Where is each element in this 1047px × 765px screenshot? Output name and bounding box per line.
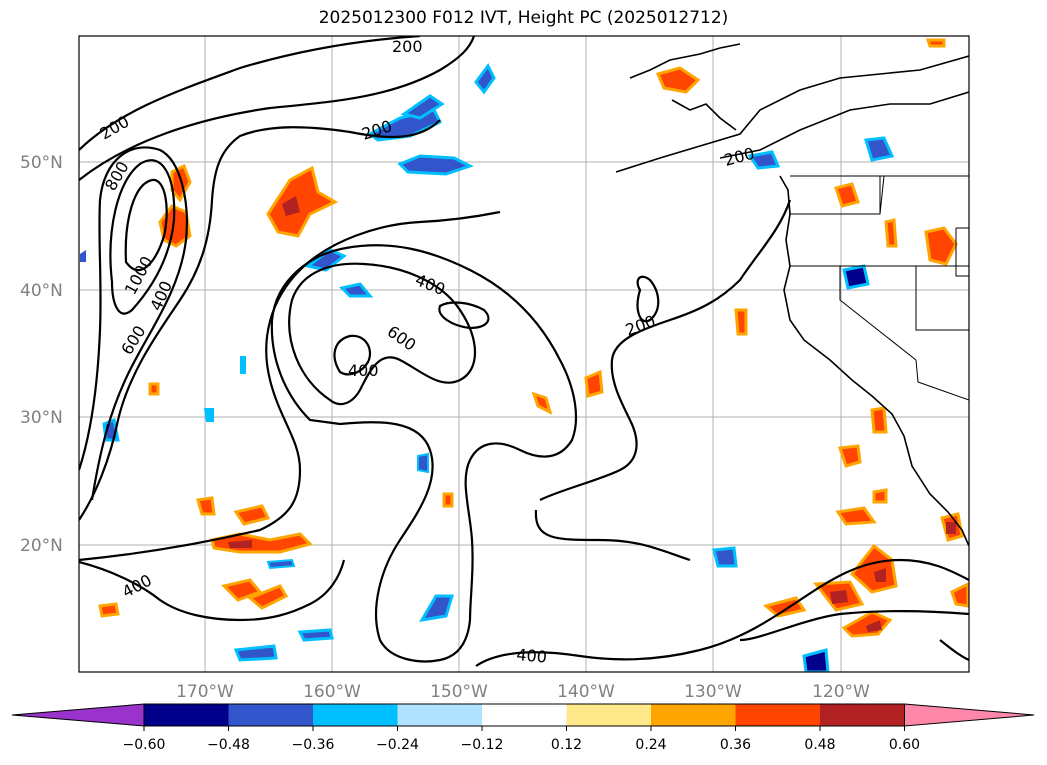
colorbar-tick-label: −0.24: [376, 737, 419, 753]
lat-label: 50°N: [20, 153, 63, 173]
lon-label: 160°W: [303, 682, 361, 702]
colorbar-tick-label: −0.12: [461, 737, 504, 753]
lon-label: 140°W: [557, 682, 615, 702]
colorbar-segment: [651, 704, 736, 726]
colorbar-tick-label: 0.24: [635, 737, 666, 753]
coastlines: [615, 43, 969, 547]
state-borders: [790, 175, 969, 401]
colorbar-segment: [144, 704, 229, 726]
height-contours: [79, 36, 969, 667]
lon-label: 170°W: [176, 682, 234, 702]
colorbar-segment: [228, 704, 313, 726]
ivt-strong-positive-cores: [228, 196, 956, 632]
lat-label: 40°N: [20, 281, 63, 301]
colorbar-tick-label: −0.60: [123, 737, 166, 753]
colorbar-segment: [397, 704, 482, 726]
map-frame: [78, 35, 970, 673]
colorbar-tick-label: 0.36: [720, 737, 751, 753]
lat-label: 30°N: [20, 408, 63, 428]
ivt-negative-anomalies: [80, 63, 895, 672]
colorbar-segment: [313, 704, 398, 726]
colorbar-segment: [735, 704, 820, 726]
colorbar-tick-label: −0.36: [292, 737, 335, 753]
colorbar-segment: [482, 704, 567, 726]
lon-label: 150°W: [430, 682, 488, 702]
contour-label: 200: [392, 37, 423, 56]
colorbar-tick-label: 0.48: [804, 737, 835, 753]
colorbar-segment: [566, 704, 651, 726]
colorbar-extend-low: [11, 703, 145, 727]
colorbar-tick-label: 0.60: [889, 737, 920, 753]
colorbar: −0.60 −0.48 −0.36 −0.24 −0.12 0.12 0.24 …: [11, 703, 1035, 753]
map-title: 2025012300 F012 IVT, Height PC (20250127…: [318, 8, 729, 28]
contour-label: 400: [348, 361, 379, 380]
colorbar-tick-label: 0.12: [551, 737, 582, 753]
colorbar-tick-label: −0.48: [207, 737, 250, 753]
colorbar-extend-high: [904, 703, 1035, 727]
colorbar-segment: [820, 704, 905, 726]
longitude-labels: 170°W 160°W 150°W 140°W 130°W 120°W: [176, 682, 870, 702]
lon-label: 120°W: [812, 682, 870, 702]
map-background: [79, 36, 969, 672]
lat-label: 20°N: [20, 536, 63, 556]
lon-label: 130°W: [684, 682, 742, 702]
latitude-labels: 50°N 40°N 30°N 20°N: [20, 153, 63, 556]
contour-label: 400: [516, 645, 548, 667]
